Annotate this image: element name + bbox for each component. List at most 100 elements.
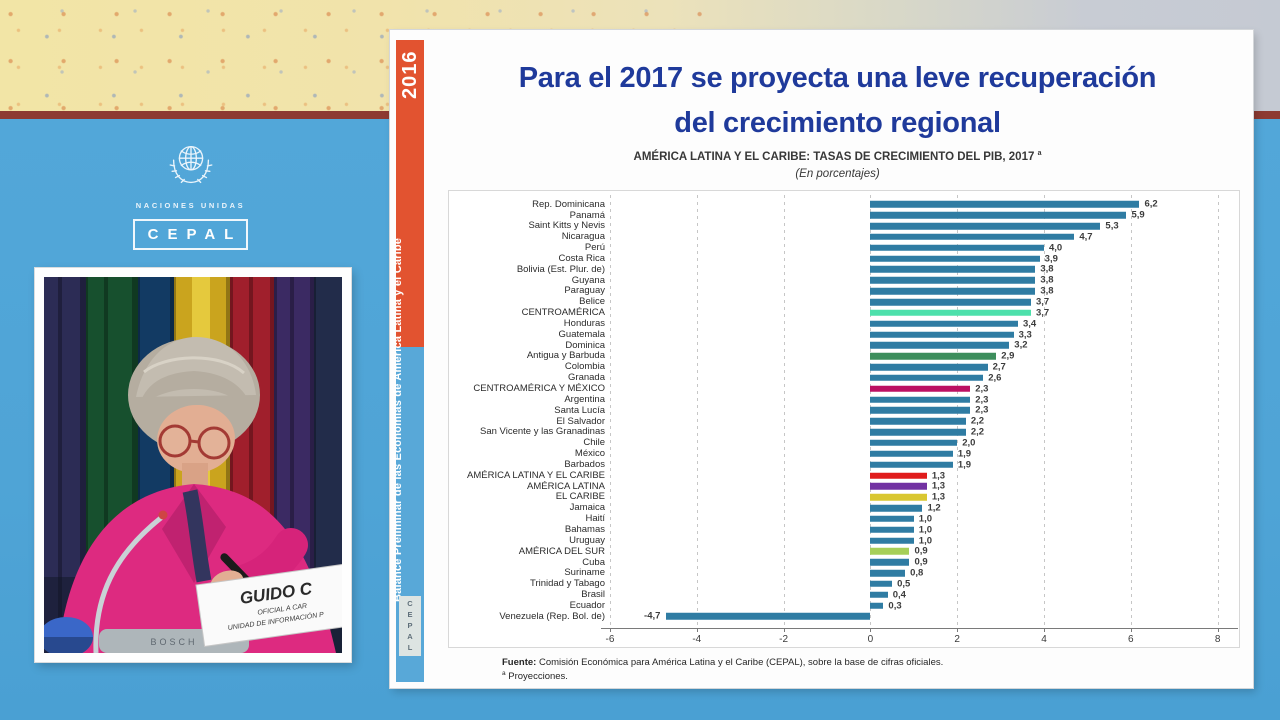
bar-row: Uruguay 1,0	[450, 535, 1238, 546]
bar-label: Rep. Dominicana	[532, 198, 605, 210]
bar-row: México 1,9	[450, 448, 1238, 459]
slide: 2016 Balance Preliminar de las Economías…	[390, 30, 1253, 688]
bar-value: 3,8	[1040, 263, 1054, 275]
bar-label: Dominica	[565, 339, 605, 351]
bar	[870, 450, 953, 458]
bar-value: 3,7	[1035, 296, 1050, 308]
bar-value: -4,7	[644, 610, 661, 622]
bar-label: Antigua y Barbuda	[526, 350, 605, 362]
bar	[870, 277, 1036, 284]
sidebar-year: 2016	[399, 50, 421, 100]
chart-heading-superscript: a	[1037, 150, 1042, 157]
bar-label: Bahamas	[564, 523, 605, 535]
bar-value: 1,0	[918, 534, 933, 546]
bar	[870, 212, 1127, 219]
chart-heading: AMÉRICA LATINA Y EL CARIBE: TASAS DE CRE…	[633, 150, 1042, 163]
bar-row: Argentina 2,3	[450, 394, 1238, 405]
bar-label: Venezuela (Rep. Bol. de)	[499, 610, 605, 622]
bar-label: Perú	[584, 242, 605, 254]
bar	[870, 461, 953, 468]
bar-row: Guatemala 3,3	[450, 329, 1238, 340]
bar-row: AMÉRICA LATINA 1,3	[450, 481, 1238, 492]
bar	[870, 602, 884, 609]
bar-value: 1,2	[927, 502, 941, 514]
axis-tick	[1044, 628, 1045, 632]
source-label: Fuente:	[502, 657, 537, 668]
bar-row: Bolivia (Est. Plur. de) 3,8	[450, 264, 1238, 275]
slide-title: Para el 2017 se proyecta una leve recupe…	[438, 56, 1237, 146]
cepal-wordmark: CEPAL	[132, 219, 249, 250]
bar	[870, 504, 923, 512]
bar-value: 0,5	[897, 578, 911, 590]
bar-row: Panamá 5,9	[450, 210, 1238, 221]
bar-value: 6,2	[1144, 198, 1158, 210]
axis-tick-label: 4	[1041, 634, 1047, 645]
bar	[870, 515, 914, 523]
bar-row: Saint Kitts y Nevis 5,3	[450, 221, 1238, 232]
bar-label: Bolivia (Est. Plur. de)	[516, 263, 605, 275]
bar-row: CENTROAMÉRICA 3,7	[450, 307, 1238, 318]
bar	[870, 591, 888, 599]
bar	[870, 428, 966, 436]
bar-label: Barbados	[564, 458, 605, 470]
bar-label: El Salvador	[556, 415, 605, 427]
bar-label: Uruguay	[569, 534, 605, 546]
un-org-name: NACIONES UNIDAS	[135, 201, 246, 210]
speaker-scarf	[182, 489, 212, 583]
bar-label: Belice	[579, 296, 605, 308]
bar-value: 2,2	[970, 426, 985, 438]
bar-value: 2,0	[962, 437, 976, 449]
bar-row: Paraguay 3,8	[450, 286, 1238, 297]
bar-value: 3,8	[1040, 274, 1054, 286]
bar-value: 2,3	[975, 404, 989, 416]
sidebar-orange-band	[396, 40, 424, 347]
footnote-superscript: a	[502, 670, 506, 677]
bar-value: 1,9	[957, 458, 972, 470]
bar-label: Santa Lucía	[554, 404, 605, 416]
bar-value: 0,9	[914, 545, 928, 557]
slide-title-line-2: del crecimiento regional	[674, 107, 1001, 139]
bar	[870, 548, 910, 555]
bar-value: 3,4	[1022, 317, 1037, 329]
bar-value: 0,4	[892, 589, 906, 601]
bar-row: Chile 2,0	[450, 438, 1238, 449]
bar	[870, 320, 1018, 327]
bar-label: Nicaragua	[561, 231, 605, 243]
mic-gooseneck	[93, 515, 164, 653]
bar-label: Chile	[583, 437, 605, 449]
bar-label: Panamá	[569, 209, 605, 221]
bar-value: 1,3	[931, 480, 946, 492]
bar-row: Dominica 3,2	[450, 340, 1238, 351]
bar-label: AMÉRICA LATINA	[527, 480, 605, 492]
bar	[666, 613, 871, 620]
bar	[870, 385, 971, 393]
bar-chart: Rep. Dominicana 6,2 Panamá 5,9 Saint Kitts y…	[448, 190, 1240, 648]
bar	[870, 418, 966, 425]
bar-row: AMÉRICA DEL SUR 0,9	[450, 546, 1238, 557]
bar	[870, 352, 997, 360]
bar-row: Suriname 0,8	[450, 568, 1238, 579]
nameplate: GUIDO C OFICIAL A CAR UNIDAD DE INFORMAC…	[195, 563, 342, 647]
bar	[870, 266, 1036, 273]
bar-value: 2,7	[992, 361, 1006, 373]
bar	[870, 526, 914, 533]
bar	[870, 407, 971, 414]
bar-label: Cuba	[582, 556, 605, 568]
bar	[870, 472, 927, 479]
bar-label: Brasil	[581, 589, 605, 601]
bar-label: Paraguay	[564, 285, 605, 297]
bar-value: 0,3	[888, 599, 902, 611]
bar-label: CENTROAMÉRICA	[521, 307, 605, 319]
slide-sidebar: 2016 Balance Preliminar de las Economías…	[392, 40, 424, 682]
bar	[870, 255, 1040, 262]
bar-row: AMÉRICA LATINA Y EL CARIBE 1,3	[450, 470, 1238, 481]
bar-label: Guyana	[571, 274, 605, 286]
bar-value: 3,2	[1014, 339, 1028, 351]
bar-row: Brasil 0,4	[450, 589, 1238, 600]
bar	[870, 233, 1075, 241]
bar	[870, 309, 1031, 317]
un-globe-icon	[169, 145, 212, 184]
bar	[870, 287, 1036, 295]
bar-value: 2,3	[975, 383, 989, 395]
